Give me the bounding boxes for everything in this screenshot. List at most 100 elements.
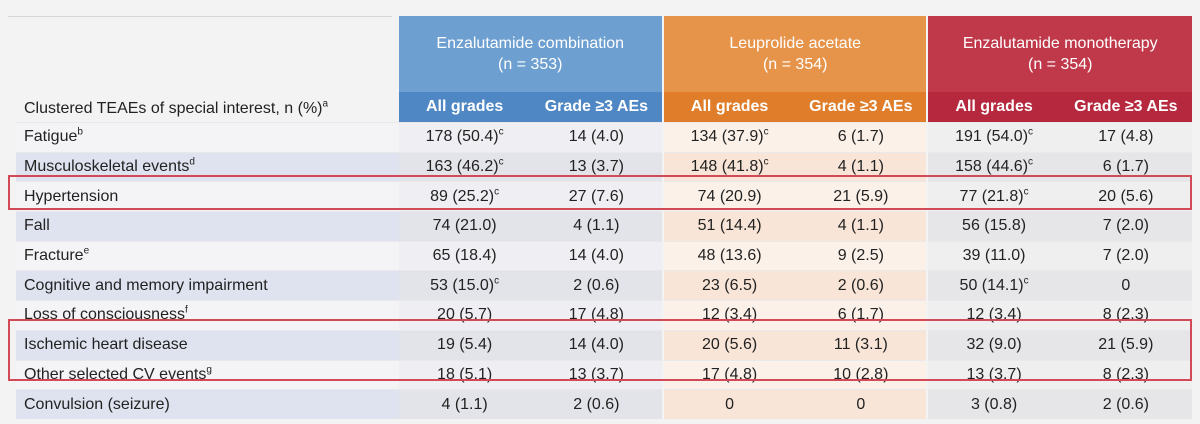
table-body: Fatigueb 178 (50.4)c 14 (4.0) 134 (37.9)c 6 … [16, 122, 1192, 419]
table-cell: 89 (25.2)c [398, 181, 531, 212]
table-cell: 39 (11.0) [926, 240, 1060, 271]
table-cell: 158 (44.6)c [926, 151, 1060, 182]
table-cell: 27 (7.6) [530, 181, 663, 212]
table-cell: 4 (1.1) [530, 211, 663, 242]
table-cell: 4 (1.1) [398, 389, 531, 419]
group-name: Enzalutamide combination [436, 35, 625, 52]
row-label: Cognitive and memory impairment [16, 270, 399, 301]
row-label: Ischemic heart disease [16, 329, 399, 360]
sub-header-row: Clustered TEAEs of special interest, n (… [16, 92, 1192, 123]
subheader-all-grades: All grades [926, 92, 1060, 123]
table-cell: 32 (9.0) [926, 329, 1060, 360]
table-cell: 65 (18.4) [398, 240, 531, 271]
table-cell: 2 (0.6) [1059, 389, 1192, 419]
table-cell: 4 (1.1) [795, 151, 928, 182]
table-cell: 10 (2.8) [795, 359, 928, 390]
table-cell: 17 (4.8) [1059, 122, 1192, 153]
group-header-row: Enzalutamide combination (n = 353) Leupr… [16, 16, 1192, 92]
row-label: Fracturee [16, 240, 399, 271]
table-cell: 20 (5.6) [661, 329, 796, 360]
table-cell: 48 (13.6) [661, 240, 796, 271]
group-n: (n = 353) [498, 56, 563, 73]
table-cell: 134 (37.9)c [661, 122, 796, 153]
row-label: Other selected CV eventsg [16, 359, 399, 390]
subheader-grade3: Grade ≥3 AEs [795, 92, 928, 123]
row-header-label: Clustered TEAEs of special interest, n (… [24, 98, 329, 117]
table-cell: 148 (41.8)c [661, 151, 796, 182]
table-cell: 23 (6.5) [661, 270, 796, 301]
row-label: Fatigueb [16, 122, 399, 153]
table-cell: 21 (5.9) [1059, 329, 1192, 360]
table-cell: 9 (2.5) [795, 240, 928, 271]
table-cell: 2 (0.6) [530, 270, 663, 301]
table-cell: 2 (0.6) [530, 389, 663, 419]
table-cell: 19 (5.4) [398, 329, 531, 360]
table-cell: 6 (1.7) [795, 300, 928, 331]
table-cell: 8 (2.3) [1059, 359, 1192, 390]
table-cell: 14 (4.0) [530, 122, 663, 153]
table-cell: 17 (4.8) [661, 359, 796, 390]
table-row: Musculoskeletal eventsd 163 (46.2)c 13 (3.… [16, 151, 1192, 182]
table-cell: 74 (20.9) [661, 181, 796, 212]
table-cell: 21 (5.9) [795, 181, 928, 212]
table-cell: 3 (0.8) [926, 389, 1060, 419]
table-row: Fracturee 65 (18.4) 14 (4.0) 48 (13.6) 9 (2.… [16, 240, 1192, 271]
row-label: Loss of consciousnessf [16, 300, 399, 331]
table-cell: 0 [661, 389, 796, 419]
table-row: Fall 74 (21.0) 4 (1.1) 51 (14.4) 4 (1.1) 56 (… [16, 211, 1192, 242]
table-cell: 2 (0.6) [795, 270, 928, 301]
header-corner [16, 16, 399, 92]
table-cell: 7 (2.0) [1059, 211, 1192, 242]
table-cell: 17 (4.8) [530, 300, 663, 331]
subheader-grade3: Grade ≥3 AEs [530, 92, 663, 123]
table-cell: 50 (14.1)c [926, 270, 1060, 301]
subheader-grade3: Grade ≥3 AEs [1059, 92, 1192, 123]
table-cell: 6 (1.7) [795, 122, 928, 153]
table-cell: 8 (2.3) [1059, 300, 1192, 331]
table-cell: 163 (46.2)c [398, 151, 531, 182]
subheader-all-grades: All grades [661, 92, 796, 123]
group-n: (n = 354) [1027, 56, 1093, 73]
table-cell: 0 [795, 389, 928, 419]
group-header-leuprolide-acetate: Leuprolide acetate (n = 354) [661, 16, 928, 92]
table-row: Cognitive and memory impairment 53 (15.0)… [16, 270, 1192, 301]
table-cell: 11 (3.1) [795, 329, 928, 360]
table-cell: 20 (5.7) [398, 300, 531, 331]
table-cell: 56 (15.8) [926, 211, 1060, 242]
table-cell: 18 (5.1) [398, 359, 531, 390]
group-header-enzalutamide-monotherapy: Enzalutamide monotherapy (n = 354) [926, 16, 1192, 92]
table-cell: 7 (2.0) [1059, 240, 1192, 271]
row-label: Fall [16, 211, 399, 242]
table-cell: 13 (3.7) [530, 359, 663, 390]
table-row: Fatigueb 178 (50.4)c 14 (4.0) 134 (37.9)c 6 … [16, 122, 1192, 153]
group-header-enzalutamide-combination: Enzalutamide combination (n = 353) [398, 16, 663, 92]
table-cell: 12 (3.4) [661, 300, 796, 331]
table-cell: 12 (3.4) [926, 300, 1060, 331]
row-label: Musculoskeletal eventsd [16, 151, 399, 182]
subheader-all-grades: All grades [398, 92, 531, 123]
group-name: Leuprolide acetate [729, 35, 862, 52]
group-n: (n = 354) [762, 56, 828, 73]
row-label: Hypertension [16, 181, 399, 212]
group-name: Enzalutamide monotherapy [962, 35, 1158, 52]
teae-table: Enzalutamide combination (n = 353) Leupr… [16, 16, 1192, 419]
table-row: Ischemic heart disease 19 (5.4) 14 (4.0) 20… [16, 329, 1192, 360]
table-row: Hypertension 89 (25.2)c 27 (7.6) 74 (20.9) 2… [16, 181, 1192, 212]
table-row: Convulsion (seizure) 4 (1.1) 2 (0.6) 0 0 3 (0… [16, 389, 1192, 419]
top-rule [8, 16, 392, 17]
table-cell: 191 (54.0)c [926, 122, 1060, 153]
table-cell: 14 (4.0) [530, 329, 663, 360]
table-cell: 178 (50.4)c [398, 122, 531, 153]
table-row: Loss of consciousnessf 20 (5.7) 17 (4.8) 12… [16, 300, 1192, 331]
table-cell: 13 (3.7) [926, 359, 1060, 390]
table-cell: 6 (1.7) [1059, 151, 1192, 182]
table-row: Other selected CV eventsg 18 (5.1) 13 (3.7… [16, 359, 1192, 390]
table-cell: 53 (15.0)c [398, 270, 531, 301]
table-cell: 77 (21.8)c [926, 181, 1060, 212]
table-cell: 4 (1.1) [795, 211, 928, 242]
table-cell: 20 (5.6) [1059, 181, 1192, 212]
table-cell: 14 (4.0) [530, 240, 663, 271]
table-cell: 74 (21.0) [398, 211, 531, 242]
table-cell: 13 (3.7) [530, 151, 663, 182]
table-cell: 0 [1059, 270, 1192, 301]
